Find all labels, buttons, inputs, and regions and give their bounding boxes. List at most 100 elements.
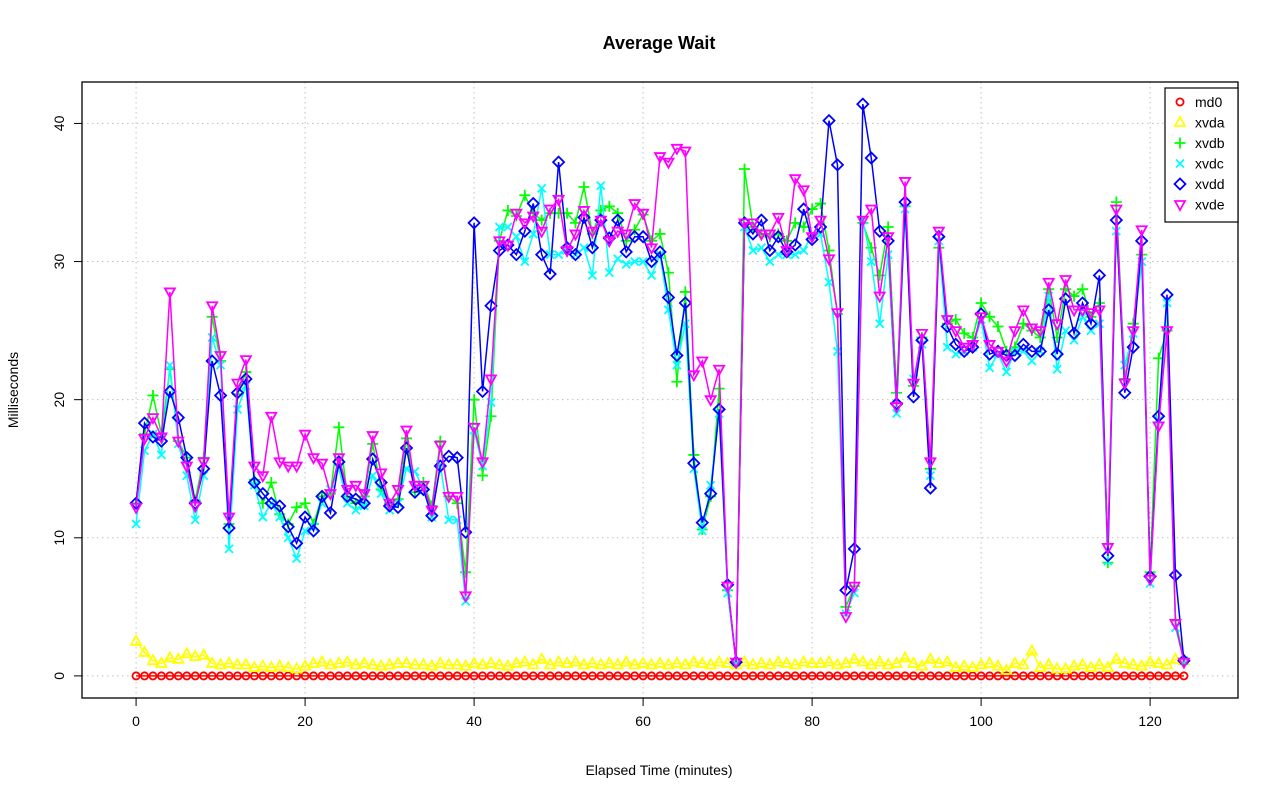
data-point-xvdc: [630, 256, 640, 267]
data-point-xvde: [653, 152, 667, 164]
data-point-xvdc: [444, 515, 454, 525]
data-point-xvda: [1025, 643, 1039, 656]
data-point-md0: [740, 671, 750, 681]
data-point-md0: [993, 671, 1003, 681]
data-point-md0: [486, 671, 496, 681]
data-point-md0: [731, 671, 741, 681]
data-point-xvdd: [416, 482, 431, 497]
data-point-xvda: [1067, 658, 1081, 671]
data-point-md0: [824, 671, 834, 681]
data-point-xvdc: [638, 256, 648, 267]
data-point-xvdc: [875, 319, 885, 329]
data-point-xvdc: [545, 250, 555, 260]
data-point-xvde: [1118, 378, 1132, 391]
data-point-xvde: [602, 236, 616, 249]
data-point-xvde: [780, 246, 794, 258]
x-tick-label: 60: [635, 713, 651, 729]
data-point-xvda: [991, 658, 1005, 671]
legend-marker-md0: [1175, 97, 1185, 107]
data-point-xvde: [374, 468, 388, 481]
data-point-xvda: [594, 657, 608, 670]
data-point-xvdd: [653, 245, 667, 259]
data-point-md0: [140, 671, 150, 681]
data-point-md0: [224, 671, 234, 681]
data-point-xvde: [1126, 326, 1140, 338]
data-point-xvde: [898, 177, 912, 189]
data-point-xvdd: [391, 500, 405, 515]
data-point-xvde: [628, 199, 642, 211]
data-point-xvdd: [425, 508, 439, 523]
data-point-xvde: [737, 218, 752, 231]
data-point-xvda: [763, 657, 777, 670]
data-point-md0: [714, 671, 724, 681]
data-point-xvda: [281, 660, 295, 673]
data-point-md0: [1170, 671, 1180, 681]
data-point-xvdd: [754, 213, 769, 227]
data-point-xvde: [332, 453, 346, 466]
data-point-xvdd: [551, 155, 566, 169]
data-point-xvdd: [1016, 337, 1031, 352]
data-point-md0: [1094, 671, 1104, 681]
data-point-xvdc: [579, 243, 589, 253]
data-point-md0: [376, 671, 386, 681]
legend-label-md0: md0: [1195, 94, 1222, 110]
data-point-md0: [587, 671, 597, 681]
data-point-xvdd: [467, 216, 481, 230]
data-point-xvda: [1109, 651, 1123, 664]
data-point-xvda: [822, 654, 836, 667]
data-point-xvda: [222, 656, 236, 668]
data-point-xvde: [459, 591, 473, 604]
data-point-xvdd: [137, 416, 152, 430]
data-point-md0: [689, 671, 699, 681]
data-point-xvde: [839, 612, 853, 624]
data-point-xvde: [391, 485, 405, 497]
data-point-xvde: [712, 364, 726, 377]
data-point-xvdd: [1050, 347, 1064, 361]
data-point-xvde: [1177, 657, 1191, 670]
data-point-xvdc: [249, 480, 260, 490]
y-tick-label: 30: [51, 254, 67, 270]
data-point-xvda: [129, 634, 143, 646]
data-point-xvda: [619, 654, 633, 667]
data-point-xvde: [1160, 326, 1174, 338]
data-point-xvda: [214, 657, 228, 670]
data-point-xvda: [957, 658, 971, 671]
data-point-md0: [765, 671, 775, 681]
data-point-xvdd: [856, 97, 870, 111]
data-point-md0: [596, 671, 606, 681]
data-point-md0: [613, 671, 623, 681]
data-point-md0: [342, 671, 352, 681]
data-point-xvde: [1050, 319, 1064, 332]
data-point-md0: [165, 671, 175, 681]
data-point-xvda: [678, 657, 692, 670]
data-point-md0: [266, 671, 276, 681]
data-point-xvda: [1008, 656, 1022, 668]
data-point-xvde: [138, 433, 152, 446]
data-point-xvda: [830, 657, 844, 670]
legend-item-xvdd: xvdd: [1173, 176, 1225, 192]
data-point-md0: [182, 671, 192, 681]
data-point-xvde: [1152, 421, 1166, 434]
data-point-xvda: [1016, 657, 1030, 670]
data-point-xvdb: [789, 217, 801, 229]
data-point-xvde: [518, 218, 532, 231]
data-point-md0: [866, 671, 876, 681]
data-point-xvda: [1101, 660, 1115, 673]
data-point-md0: [173, 671, 183, 681]
data-point-xvde: [923, 457, 937, 470]
data-point-md0: [427, 671, 437, 681]
data-point-xvda: [999, 663, 1013, 675]
data-point-md0: [816, 671, 826, 681]
data-point-xvda: [628, 657, 642, 670]
data-point-xvdc: [748, 245, 758, 256]
data-point-xvdc: [300, 526, 310, 536]
data-point-xvdd: [830, 158, 845, 172]
data-point-xvda: [890, 656, 904, 668]
data-point-xvdd: [974, 307, 988, 321]
data-point-xvde: [966, 340, 980, 352]
data-point-xvda: [847, 651, 861, 664]
data-point-md0: [1044, 671, 1054, 681]
data-point-xvde: [129, 502, 143, 515]
data-point-xvda: [687, 654, 701, 667]
data-point-xvdc: [503, 222, 513, 232]
